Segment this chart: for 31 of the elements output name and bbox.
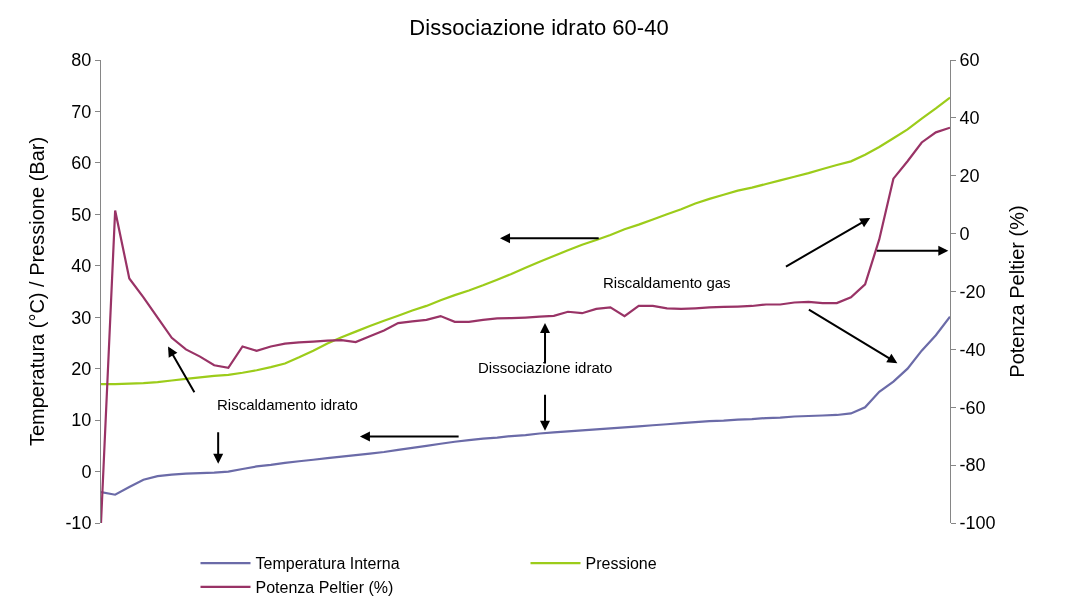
chart-title: Dissociazione idrato 60-40	[409, 15, 669, 41]
y-tick-label: 70	[71, 101, 92, 122]
y-tick-label: 60	[71, 153, 92, 174]
y-tick-label: 50	[71, 204, 92, 225]
y2-tick-label: 40	[959, 108, 980, 129]
legend-label: Temperatura Interna	[255, 555, 400, 573]
y-tick-label: 20	[71, 358, 92, 379]
y2-tick-label: 0	[959, 223, 970, 244]
y2-tick-label: 60	[959, 50, 980, 71]
legend-label: Pressione	[585, 555, 657, 573]
legend-label: Potenza Peltier (%)	[255, 579, 394, 597]
y2-tick-label: -40	[959, 339, 986, 360]
y2-tick-label: 20	[959, 166, 980, 187]
y-tick-label: 0	[81, 461, 92, 482]
annotation: Dissociazione idrato	[478, 359, 613, 376]
annotation: Riscaldamento idrato	[217, 396, 358, 413]
y-tick-label: 10	[71, 410, 92, 431]
y-tick-label: 40	[71, 256, 92, 277]
line-series	[101, 96, 950, 386]
line-series	[101, 126, 950, 523]
y2-axis-title: Potenza Peltier (%)	[1006, 205, 1029, 378]
y2-tick-label: -80	[959, 455, 986, 476]
y-tick-label: 30	[71, 307, 92, 328]
line-series	[101, 315, 950, 496]
y-tick-label: 80	[71, 50, 92, 71]
y-axis-title: Temperatura (°C) / Pressione (Bar)	[25, 136, 48, 447]
y2-tick-label: -60	[959, 397, 986, 418]
y2-tick-label: -100	[959, 513, 996, 534]
y-tick-label: -10	[65, 513, 92, 534]
annotation: Riscaldamento gas	[603, 274, 731, 291]
y2-tick-label: -20	[959, 281, 986, 302]
